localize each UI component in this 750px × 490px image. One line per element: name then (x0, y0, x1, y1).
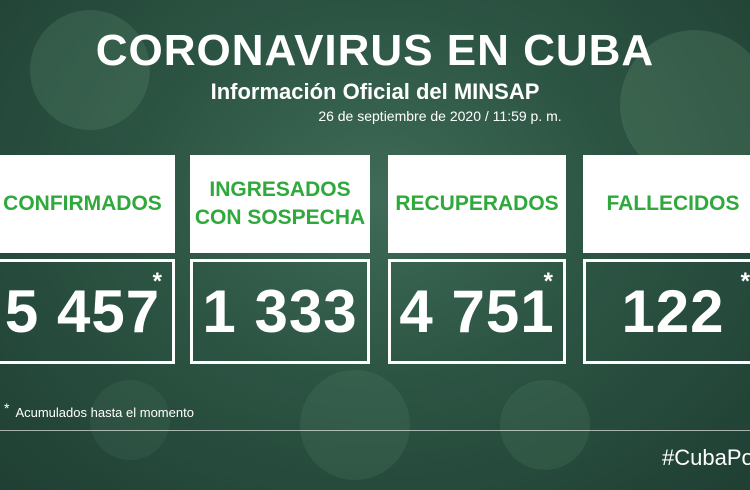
virus-decoration (90, 380, 170, 460)
report-date: 26 de septiembre de 2020 / 11:59 p. m. (318, 108, 562, 124)
asterisk-marker: * (543, 268, 553, 295)
virus-decoration (30, 10, 150, 130)
stat-value: 122 (621, 278, 725, 345)
stat-card-ingresados: INGRESADOS CON SOSPECHA 1 333 (190, 155, 370, 370)
stat-label-line: CON SOSPECHA (194, 206, 366, 229)
stat-label: INGRESADOS CON SOSPECHA (190, 155, 370, 253)
divider (0, 430, 750, 431)
stat-value: 4 751 (399, 278, 555, 345)
stat-card-confirmados: CONFIRMADOS 5 457 * (0, 155, 175, 370)
footnote-text: Acumulados hasta el momento (15, 405, 194, 420)
page-title: CORONAVIRUS EN CUBA (95, 26, 655, 75)
virus-decoration (500, 380, 590, 470)
footnote-marker: * (4, 400, 10, 416)
virus-decoration (300, 370, 410, 480)
stat-label-line: INGRESADOS (209, 178, 351, 201)
page-subtitle: Información Oficial del MINSAP (210, 79, 540, 104)
stat-card-recuperados: RECUPERADOS 4 751 * (388, 155, 566, 370)
hashtag: #CubaPor (662, 445, 750, 470)
stat-card-fallecidos: FALLECIDOS 122 * (583, 155, 750, 370)
stat-label: FALLECIDOS (583, 155, 750, 253)
footnote: * Acumulados hasta el momento (4, 400, 194, 420)
asterisk-marker: * (740, 268, 750, 295)
stat-label: RECUPERADOS (388, 155, 566, 253)
stat-value-box: 1 333 (190, 259, 370, 364)
stat-value: 1 333 (202, 278, 358, 345)
stat-value: 5 457 (4, 278, 161, 345)
stat-value-box: 5 457 * (0, 259, 175, 364)
stat-value-box: 4 751 * (388, 259, 566, 364)
asterisk-marker: * (152, 268, 162, 295)
stat-value-box: 122 * (583, 259, 750, 364)
stat-label: CONFIRMADOS (0, 155, 175, 253)
